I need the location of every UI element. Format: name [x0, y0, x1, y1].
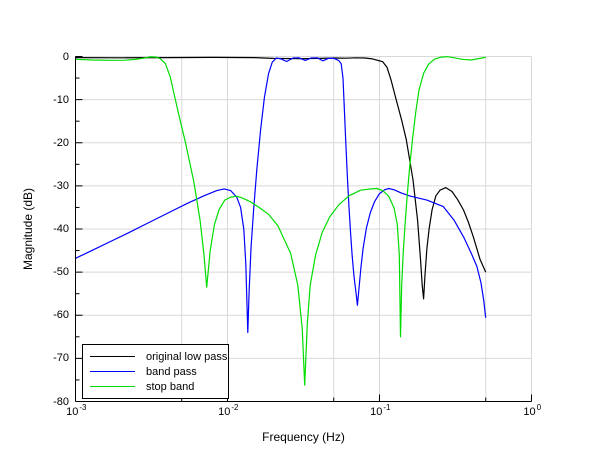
legend-label: band pass [146, 365, 197, 378]
legend-item: original low pass [83, 351, 228, 363]
curve-original-low-pass [75, 56, 487, 300]
legend: original low pass band pass stop band [82, 344, 229, 399]
legend-line-swatch [90, 386, 135, 387]
y-tick-label: 0 [62, 50, 69, 63]
legend-item: stop band [83, 381, 228, 393]
curve-stop-band [75, 56, 486, 386]
y-tick-label: -40 [53, 223, 69, 235]
x-tick-label: 100 [523, 403, 542, 418]
y-tick-label: -70 [53, 352, 69, 365]
legend-item: band pass [83, 366, 228, 378]
y-tick-label: -60 [53, 309, 69, 322]
y-tick-label: -30 [53, 179, 69, 192]
x-tick-label: 10-1 [370, 403, 391, 418]
y-tick-label: -50 [53, 266, 69, 279]
x-tick-label: 10-2 [218, 403, 239, 418]
legend-line-swatch [90, 356, 135, 357]
y-tick-label: -80 [53, 395, 69, 408]
x-tick-label: 10-3 [66, 403, 87, 418]
x-axis-label: Frequency (Hz) [262, 430, 345, 444]
legend-label: stop band [146, 380, 195, 393]
legend-label: original low pass [146, 350, 228, 363]
y-tick-label: -10 [53, 93, 69, 106]
curve-band-pass [75, 57, 487, 334]
legend-line-swatch [90, 371, 135, 372]
y-tick-label: -20 [53, 136, 69, 149]
